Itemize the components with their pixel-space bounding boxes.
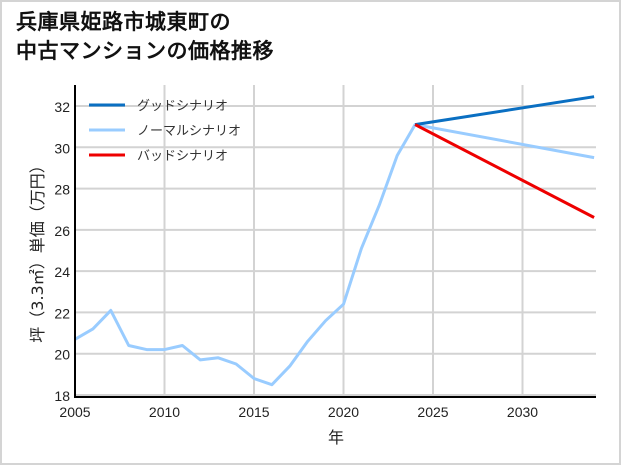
legend-label: グッドシナリオ (137, 99, 228, 114)
y-tick-label: 20 (54, 347, 70, 363)
x-tick-label: 2010 (149, 404, 180, 420)
x-tick-label: 2020 (328, 404, 359, 420)
x-tick-label: 2015 (238, 404, 269, 420)
chart-title-line1: 兵庫県姫路市城東町の (16, 10, 231, 34)
y-tick-label: 24 (54, 264, 70, 280)
series-line (414, 95, 595, 127)
series-line (414, 123, 595, 219)
series-line (74, 123, 595, 387)
x-tick-label: 2030 (507, 404, 538, 420)
legend-label: ノーマルシナリオ (137, 124, 241, 139)
x-tick-label: 2005 (59, 404, 90, 420)
x-tick-label: 2025 (417, 404, 448, 420)
y-tick-label: 22 (54, 305, 70, 321)
y-tick-label: 30 (54, 140, 70, 156)
y-tick-label: 18 (54, 388, 70, 404)
series-lines (74, 95, 595, 387)
y-axis-label: 坪（3.3㎡）単価（万円） (28, 157, 47, 342)
axes (74, 85, 596, 398)
legend-label: バッドシナリオ (137, 149, 228, 164)
y-tick-label: 26 (54, 223, 70, 239)
x-axis-label: 年 (328, 428, 344, 447)
chart-title: 兵庫県姫路市城東町の 中古マンションの価格推移 (16, 8, 274, 66)
chart-title-line2: 中古マンションの価格推移 (16, 39, 274, 63)
y-tick-label: 32 (54, 99, 70, 115)
y-tick-label: 28 (54, 182, 70, 198)
tick-labels: 18 20 22 24 26 28 30 32 2005 2010 2015 2020 2025 2030 (54, 99, 538, 420)
